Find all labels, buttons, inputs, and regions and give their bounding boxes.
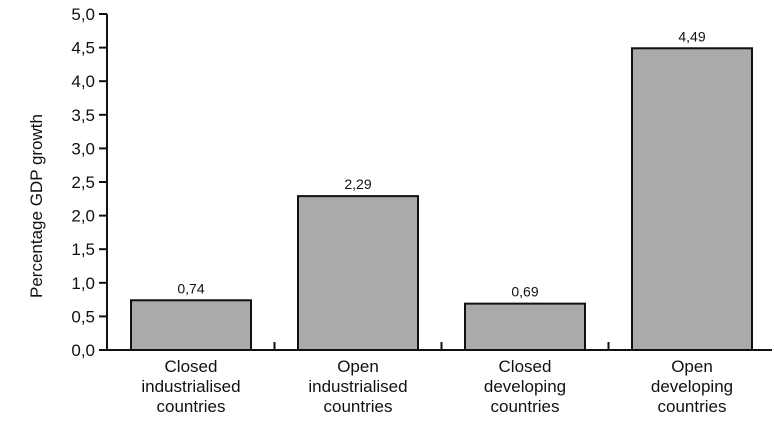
y-tick-label: 0,0 (71, 341, 95, 360)
y-tick-label: 2,0 (71, 207, 95, 226)
y-tick-label: 4,0 (71, 72, 95, 91)
bar (297, 195, 419, 351)
bar (464, 302, 586, 351)
x-category-label: Closed developing countries (484, 357, 566, 416)
y-tick-label: 2,5 (71, 173, 95, 192)
bars (130, 47, 753, 352)
bar-value-label: 2,29 (344, 176, 371, 192)
y-ticks: 0,0 0,5 1,0 1,5 2,0 2,5 3,0 3,5 4,0 4,5 5,0 (71, 5, 107, 360)
x-category-ticks (273, 342, 610, 350)
x-category-label: Closed industrialised countries (141, 357, 240, 416)
bar-value-label: 4,49 (678, 28, 705, 44)
y-axis-title: Percentage GDP growth (27, 114, 46, 298)
bar-value-label: 0,74 (177, 280, 204, 296)
y-tick-label: 5,0 (71, 5, 95, 24)
y-tick-label: 3,5 (71, 106, 95, 125)
bar-value-label: 0,69 (511, 284, 538, 300)
x-category-label: Open industrialised countries (308, 357, 407, 416)
y-tick-label: 4,5 (71, 39, 95, 58)
y-tick-label: 3,0 (71, 139, 95, 158)
data-labels: 0,74 2,29 0,69 4,49 (177, 28, 705, 299)
bar (631, 47, 753, 351)
y-tick-label: 0,5 (71, 307, 95, 326)
y-tick-label: 1,0 (71, 274, 95, 293)
x-category-labels: Closed industrialised countries Open industr… (141, 357, 733, 416)
x-category-label: Open developing countries (651, 357, 733, 416)
y-tick-label: 1,5 (71, 240, 95, 259)
bar (130, 299, 252, 352)
